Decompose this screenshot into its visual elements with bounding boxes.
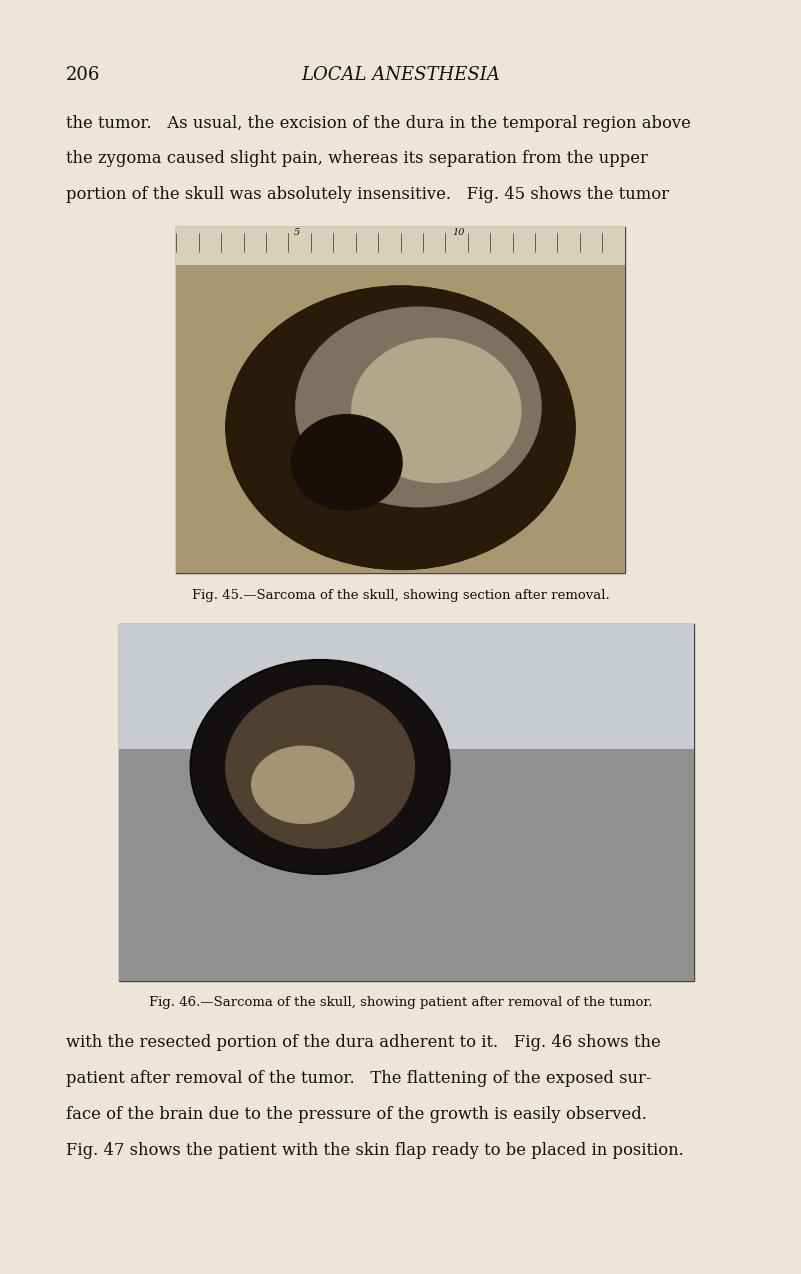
Text: the zygoma caused slight pain, whereas its separation from the upper: the zygoma caused slight pain, whereas i… xyxy=(66,150,647,167)
Text: Fig. 47 shows the patient with the skin flap ready to be placed in position.: Fig. 47 shows the patient with the skin … xyxy=(66,1142,683,1158)
Text: 5: 5 xyxy=(294,228,300,237)
Text: LOCAL ANESTHESIA: LOCAL ANESTHESIA xyxy=(301,66,500,84)
Ellipse shape xyxy=(225,685,415,848)
Text: the tumor.   As usual, the excision of the dura in the temporal region above: the tumor. As usual, the excision of the… xyxy=(66,115,690,131)
Bar xyxy=(119,624,694,981)
Ellipse shape xyxy=(191,660,449,874)
Ellipse shape xyxy=(295,307,541,507)
Bar xyxy=(176,265,625,573)
Text: Fig. 45.—Sarcoma of the skull, showing section after removal.: Fig. 45.—Sarcoma of the skull, showing s… xyxy=(191,589,610,601)
Text: with the resected portion of the dura adherent to it.   Fig. 46 shows the: with the resected portion of the dura ad… xyxy=(66,1034,661,1051)
Ellipse shape xyxy=(291,414,403,511)
Bar xyxy=(119,749,694,981)
Bar xyxy=(176,227,625,265)
Text: face of the brain due to the pressure of the growth is easily observed.: face of the brain due to the pressure of… xyxy=(66,1106,646,1122)
Bar xyxy=(119,624,694,767)
Text: 10: 10 xyxy=(453,228,465,237)
Ellipse shape xyxy=(226,285,575,569)
Ellipse shape xyxy=(251,745,355,824)
Text: 206: 206 xyxy=(66,66,100,84)
Bar xyxy=(176,227,625,573)
Text: patient after removal of the tumor.   The flattening of the exposed sur-: patient after removal of the tumor. The … xyxy=(66,1070,651,1087)
Ellipse shape xyxy=(351,338,521,483)
Text: portion of the skull was absolutely insensitive.   Fig. 45 shows the tumor: portion of the skull was absolutely inse… xyxy=(66,186,669,203)
Text: Fig. 46.—Sarcoma of the skull, showing patient after removal of the tumor.: Fig. 46.—Sarcoma of the skull, showing p… xyxy=(149,996,652,1009)
